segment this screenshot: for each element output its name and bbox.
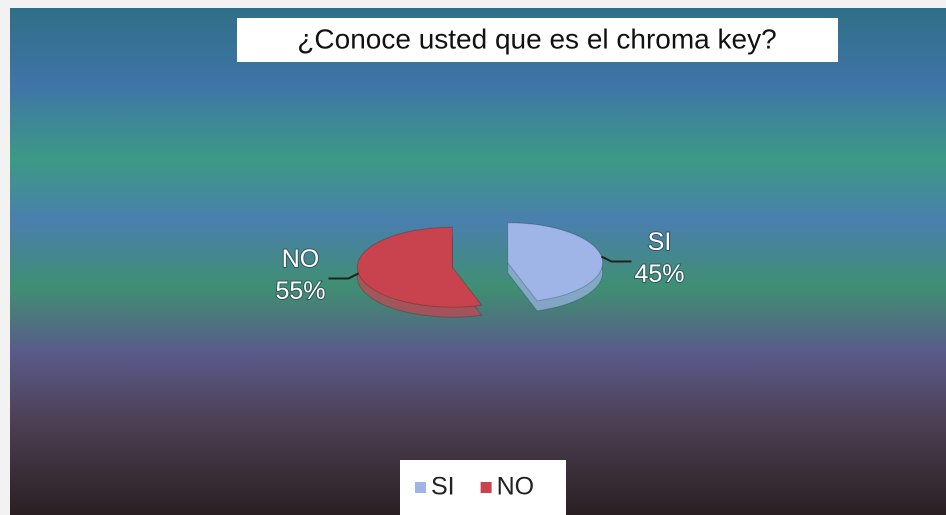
leader-line [328, 272, 359, 280]
slice-value: 45% [634, 260, 684, 288]
legend-swatch [480, 482, 492, 493]
legend-label: NO [497, 473, 535, 501]
chart-title: ¿Conoce usted que es el chroma key? [297, 23, 776, 54]
plot-background [10, 8, 946, 515]
slice [356, 226, 483, 308]
slice [507, 222, 604, 302]
slice-value: 55% [275, 277, 325, 305]
title-box [237, 18, 838, 62]
slice-label: NO [282, 245, 320, 273]
leader-line [601, 255, 632, 263]
legend-label: SI [431, 473, 455, 501]
slice-label: SI [648, 228, 672, 256]
legend-swatch [415, 482, 426, 493]
